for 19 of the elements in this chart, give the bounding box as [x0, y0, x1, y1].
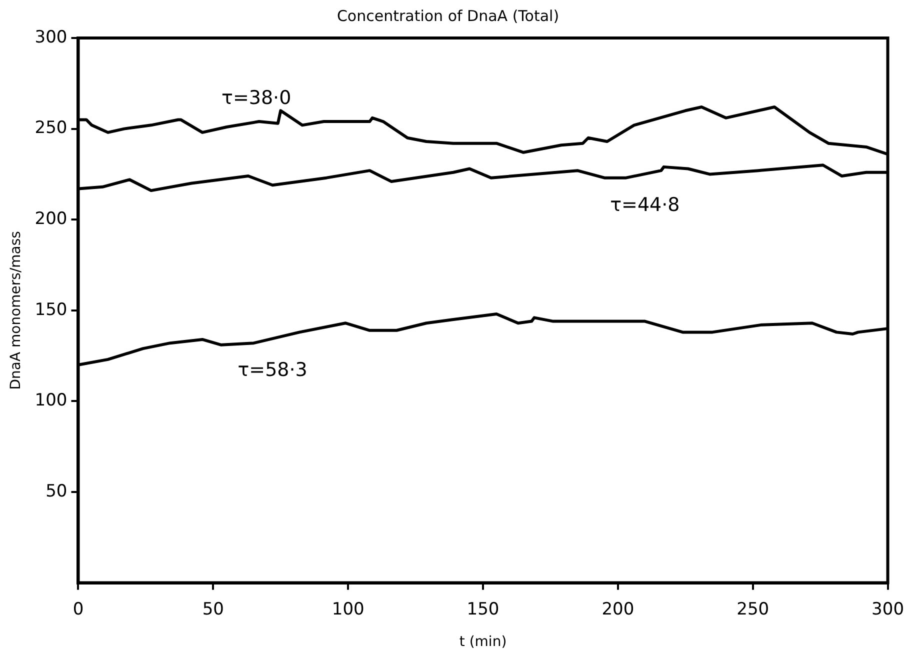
series-label: τ=44·8 — [610, 194, 680, 216]
chart-title: Concentration of DnaA (Total) — [336, 6, 560, 25]
y-tick-label: 200 — [34, 209, 68, 230]
y-tick-label: 150 — [34, 300, 68, 320]
y-tick-label: 100 — [34, 390, 68, 411]
y-axis-title: DnaA monomers/mass — [8, 231, 24, 390]
x-tick-label: 0 — [72, 599, 84, 620]
x-tick-label: 250 — [736, 599, 770, 620]
y-tick-label: 50 — [46, 481, 68, 502]
x-tick-label: 300 — [872, 599, 904, 620]
series-label: τ=38·0 — [222, 86, 292, 109]
x-tick-label: 200 — [602, 599, 634, 620]
x-tick-label: 150 — [466, 599, 500, 620]
y-tick-label: 300 — [34, 27, 68, 48]
series-label: τ=58·3 — [238, 359, 308, 382]
x-tick-label: 50 — [202, 599, 224, 620]
y-tick-label: 250 — [34, 118, 68, 138]
x-tick-label: 100 — [332, 599, 364, 620]
x-axis-title: t (min) — [459, 634, 507, 650]
